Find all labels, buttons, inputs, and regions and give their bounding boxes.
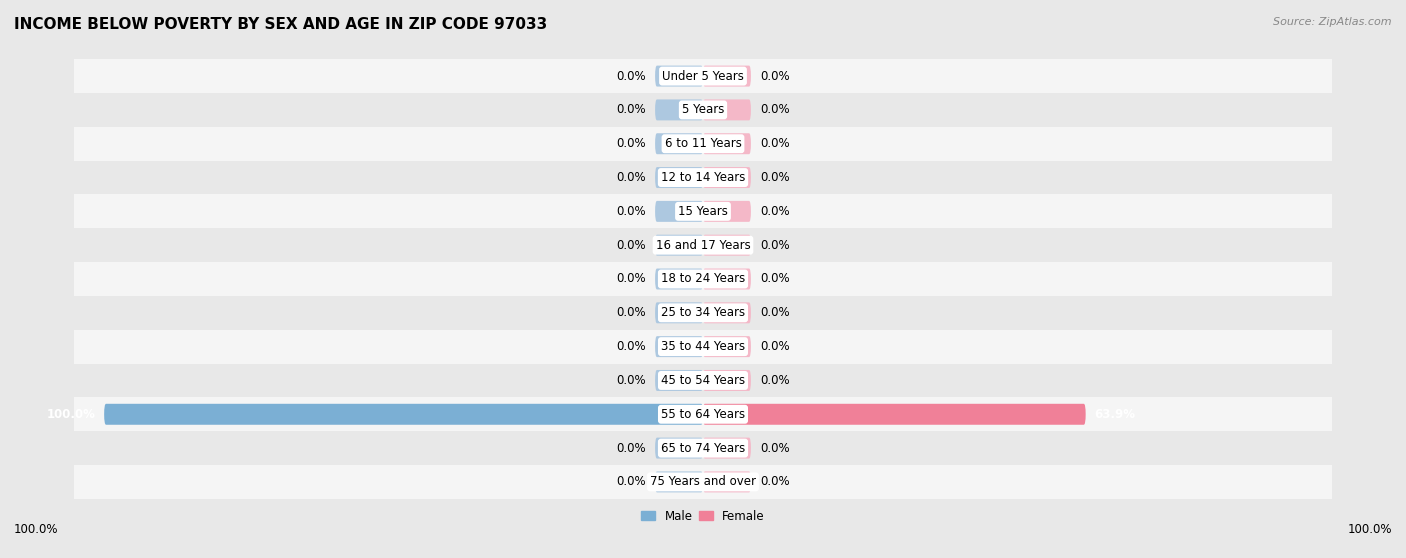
FancyBboxPatch shape: [655, 336, 703, 357]
Text: 100.0%: 100.0%: [14, 523, 59, 536]
Text: 65 to 74 Years: 65 to 74 Years: [661, 441, 745, 455]
Text: 16 and 17 Years: 16 and 17 Years: [655, 239, 751, 252]
Bar: [75, 465, 1331, 499]
Text: 0.0%: 0.0%: [616, 137, 647, 150]
Text: 12 to 14 Years: 12 to 14 Years: [661, 171, 745, 184]
Text: 100.0%: 100.0%: [46, 408, 96, 421]
Bar: [75, 127, 1331, 161]
Text: 0.0%: 0.0%: [616, 475, 647, 488]
FancyBboxPatch shape: [104, 404, 703, 425]
Text: Under 5 Years: Under 5 Years: [662, 70, 744, 83]
Text: INCOME BELOW POVERTY BY SEX AND AGE IN ZIP CODE 97033: INCOME BELOW POVERTY BY SEX AND AGE IN Z…: [14, 17, 547, 32]
Bar: [75, 296, 1331, 330]
Text: 35 to 44 Years: 35 to 44 Years: [661, 340, 745, 353]
Text: 0.0%: 0.0%: [616, 441, 647, 455]
Text: 0.0%: 0.0%: [759, 340, 790, 353]
Text: 0.0%: 0.0%: [759, 171, 790, 184]
Text: 63.9%: 63.9%: [1095, 408, 1136, 421]
Text: 0.0%: 0.0%: [759, 103, 790, 117]
Text: 0.0%: 0.0%: [616, 205, 647, 218]
FancyBboxPatch shape: [703, 472, 751, 492]
Bar: [75, 364, 1331, 397]
Text: 0.0%: 0.0%: [616, 103, 647, 117]
Text: 100.0%: 100.0%: [1347, 523, 1392, 536]
FancyBboxPatch shape: [703, 99, 751, 121]
Text: 55 to 64 Years: 55 to 64 Years: [661, 408, 745, 421]
Bar: [75, 194, 1331, 228]
Bar: [75, 228, 1331, 262]
Text: 75 Years and over: 75 Years and over: [650, 475, 756, 488]
FancyBboxPatch shape: [655, 437, 703, 459]
FancyBboxPatch shape: [703, 370, 751, 391]
Text: 0.0%: 0.0%: [616, 171, 647, 184]
Text: 0.0%: 0.0%: [616, 70, 647, 83]
Legend: Male, Female: Male, Female: [637, 505, 769, 527]
Text: 6 to 11 Years: 6 to 11 Years: [665, 137, 741, 150]
FancyBboxPatch shape: [703, 404, 1085, 425]
FancyBboxPatch shape: [655, 167, 703, 188]
Text: 5 Years: 5 Years: [682, 103, 724, 117]
Text: 0.0%: 0.0%: [616, 306, 647, 319]
Text: 0.0%: 0.0%: [616, 374, 647, 387]
Bar: [75, 93, 1331, 127]
Text: 0.0%: 0.0%: [759, 205, 790, 218]
Text: 15 Years: 15 Years: [678, 205, 728, 218]
FancyBboxPatch shape: [655, 302, 703, 323]
Bar: [75, 161, 1331, 194]
FancyBboxPatch shape: [703, 66, 751, 86]
FancyBboxPatch shape: [703, 201, 751, 222]
Text: 0.0%: 0.0%: [759, 441, 790, 455]
Text: 0.0%: 0.0%: [759, 70, 790, 83]
Text: Source: ZipAtlas.com: Source: ZipAtlas.com: [1274, 17, 1392, 27]
Text: 25 to 34 Years: 25 to 34 Years: [661, 306, 745, 319]
FancyBboxPatch shape: [655, 472, 703, 492]
FancyBboxPatch shape: [703, 268, 751, 290]
Text: 45 to 54 Years: 45 to 54 Years: [661, 374, 745, 387]
FancyBboxPatch shape: [703, 133, 751, 154]
FancyBboxPatch shape: [703, 302, 751, 323]
Bar: [75, 397, 1331, 431]
FancyBboxPatch shape: [655, 370, 703, 391]
Bar: [75, 59, 1331, 93]
FancyBboxPatch shape: [655, 268, 703, 290]
Text: 0.0%: 0.0%: [759, 272, 790, 286]
Text: 18 to 24 Years: 18 to 24 Years: [661, 272, 745, 286]
Bar: [75, 330, 1331, 364]
FancyBboxPatch shape: [655, 99, 703, 121]
Text: 0.0%: 0.0%: [759, 137, 790, 150]
Text: 0.0%: 0.0%: [759, 374, 790, 387]
Text: 0.0%: 0.0%: [759, 475, 790, 488]
Text: 0.0%: 0.0%: [616, 239, 647, 252]
Text: 0.0%: 0.0%: [759, 306, 790, 319]
Text: 0.0%: 0.0%: [616, 340, 647, 353]
Bar: [75, 431, 1331, 465]
Text: 0.0%: 0.0%: [759, 239, 790, 252]
Text: 0.0%: 0.0%: [616, 272, 647, 286]
FancyBboxPatch shape: [655, 133, 703, 154]
FancyBboxPatch shape: [655, 66, 703, 86]
FancyBboxPatch shape: [703, 235, 751, 256]
FancyBboxPatch shape: [655, 201, 703, 222]
FancyBboxPatch shape: [703, 336, 751, 357]
FancyBboxPatch shape: [703, 167, 751, 188]
Bar: [75, 262, 1331, 296]
FancyBboxPatch shape: [655, 235, 703, 256]
FancyBboxPatch shape: [703, 437, 751, 459]
